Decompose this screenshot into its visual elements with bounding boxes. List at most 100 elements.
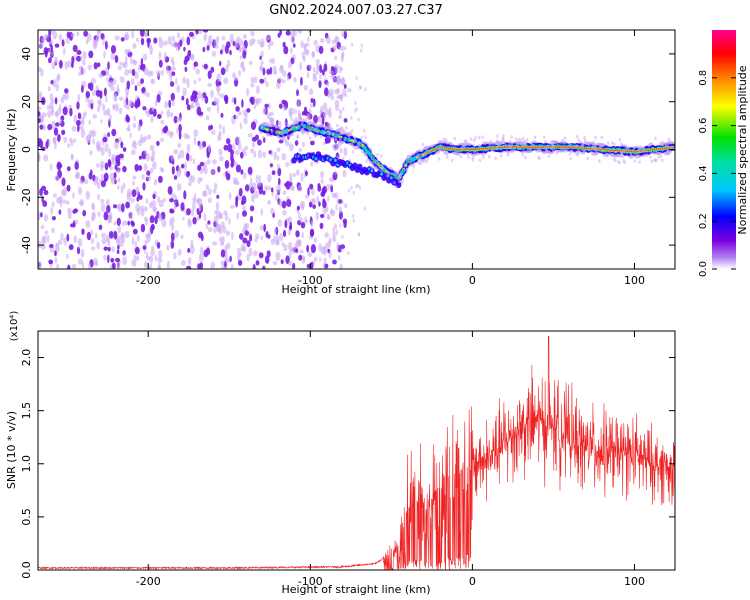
noise-point [96,241,100,250]
y-tick-label: 1.0 [20,455,33,473]
noise-point [262,151,267,158]
ridge-halo-point [416,155,419,160]
noise-point [287,61,292,69]
noise-point [255,260,260,266]
noise-point [296,239,302,244]
ridge-halo-point [338,127,341,132]
noise-point [238,187,243,197]
noise-point [140,57,144,67]
noise-point [182,87,187,97]
noise-point [277,167,282,177]
noise-point [111,153,115,163]
noise-point [286,199,292,207]
noise-point [128,69,133,74]
noise-point [72,138,77,144]
noise-point [245,112,248,118]
noise-point [108,114,112,122]
noise-point [153,206,157,213]
noise-point [103,110,109,116]
noise-point [167,186,173,195]
noise-point [332,44,337,51]
ridge-halo-point [490,148,494,152]
ridge-halo-point [547,154,551,158]
noise-point [59,118,62,125]
noise-point [116,203,122,210]
ridge-halo-point [552,148,555,153]
noise-point [54,256,58,264]
noise-point [41,185,47,191]
noise-point [86,33,92,42]
noise-point [248,38,254,47]
y-tick-label: 2.0 [20,349,33,367]
noise-point [238,38,244,47]
noise-point [291,185,295,191]
ridge-halo-point [559,140,563,145]
noise-point [150,78,154,84]
ridge-halo-point [419,161,423,166]
noise-point [56,75,60,84]
snr-xlabel: Height of straight line (km) [281,583,430,596]
ridge-halo-point [323,130,327,135]
noise-point [190,54,195,60]
noise-point [91,202,95,210]
noise-point [101,232,106,238]
noise-point [249,233,253,242]
ridge-halo-point [277,120,281,125]
noise-point [106,77,110,82]
noise-point [116,217,121,226]
noise-point [54,175,60,181]
noise-point [39,124,44,130]
noise-point [163,52,167,61]
noise-point [195,97,199,106]
ridge-point [607,149,609,151]
noise-point [96,163,100,168]
ridge-point [469,148,471,151]
ridge-point [347,137,352,143]
noise-point [76,55,82,62]
noise-point [308,88,314,96]
noise-point [116,238,120,246]
noise-point [115,155,121,164]
ridge-halo-point [405,167,409,172]
noise-point [196,216,200,222]
ridge-point [302,124,307,129]
noise-point [132,58,136,64]
noise-point [211,129,216,136]
ridge-halo-point [494,156,498,161]
noise-point [315,58,320,66]
noise-point [223,210,228,216]
noise-point [77,258,83,265]
ridge-point [560,146,562,148]
noise-point [77,112,82,120]
ridge-point [646,149,648,152]
noise-point [38,118,41,123]
noise-point [215,222,219,228]
noise-point [92,40,97,49]
noise-point [127,49,131,54]
noise-point [100,119,103,124]
noise-point [72,44,78,53]
noise-point [106,205,111,213]
noise-point [145,218,148,226]
ridge-halo-point [592,140,596,145]
ridge-halo-point [424,160,428,164]
noise-point [295,230,300,238]
noise-point [189,245,195,255]
ridge-point [634,151,636,153]
x-tick-label: -100 [298,575,323,588]
ridge-halo-point [328,132,331,136]
noise-point [270,207,275,215]
noise-point [306,244,309,253]
noise-point [132,180,135,186]
noise-point [253,190,259,199]
noise-point [87,64,93,71]
noise-point [352,149,355,154]
noise-point [87,99,92,109]
ridge-halo-point [409,161,412,165]
ridge-halo-point [379,165,382,169]
ridge-point [556,146,558,148]
ridge-halo-point [464,139,468,143]
ridge-point [558,146,560,148]
noise-point [324,263,329,269]
ridge-halo-point [472,143,476,147]
